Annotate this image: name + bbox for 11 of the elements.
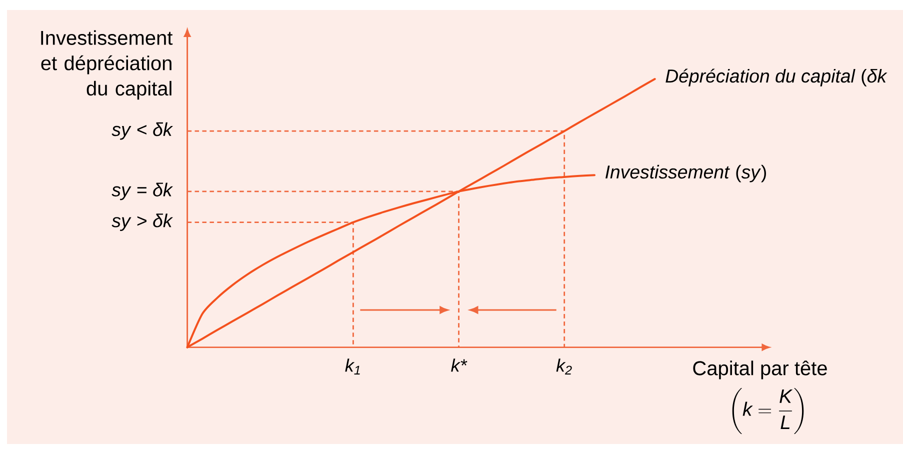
- ref-line-label: sy > δk: [112, 214, 174, 231]
- series-label: Dépréciation du capital (δk: [666, 68, 888, 86]
- x-tick-label: k$_{1}$: [345, 358, 360, 374]
- y-axis-title: Investissement et dépréciation du capital: [41, 30, 173, 100]
- series-label: Investissement (sy): [606, 164, 766, 182]
- ref-line-label: sy < δk: [112, 122, 174, 140]
- x-tick-label: k$_{2}$: [556, 358, 572, 374]
- text: $\left(\mathit{k}=\frac{\mathit{K}}{\mathit{L}}\right)$: [732, 388, 804, 434]
- x-tick-label: k*: [451, 358, 468, 372]
- x-axis-title: Capital par tête: [693, 360, 827, 380]
- ref-line-label: sy = δk: [112, 182, 174, 200]
